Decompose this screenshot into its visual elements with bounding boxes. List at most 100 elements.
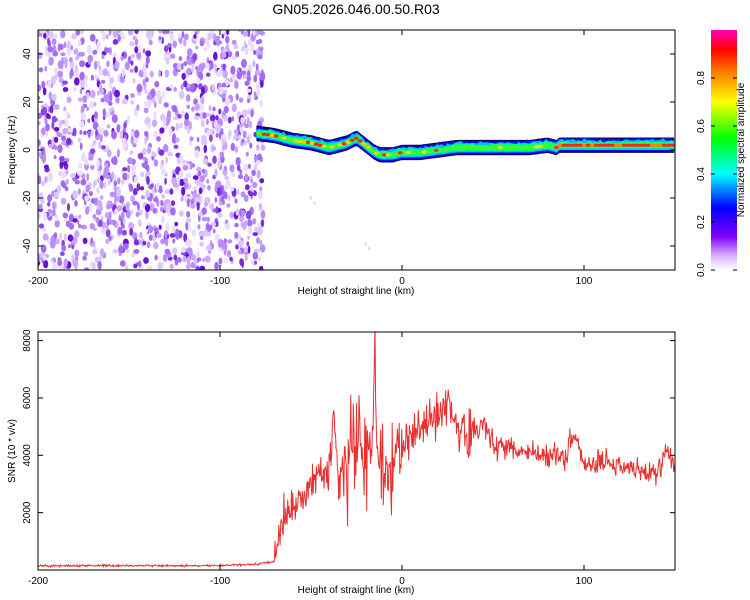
noise-speckle bbox=[214, 36, 219, 43]
noise-speckle bbox=[47, 208, 52, 215]
noise-speckle bbox=[53, 145, 59, 150]
noise-speckle bbox=[199, 265, 206, 270]
noise-speckle bbox=[247, 245, 251, 254]
signal-peak bbox=[421, 150, 427, 154]
noise-speckle bbox=[125, 203, 130, 212]
noise-speckle bbox=[192, 53, 198, 61]
noise-speckle bbox=[85, 158, 89, 166]
noise-speckle bbox=[243, 163, 249, 172]
noise-speckle bbox=[237, 174, 244, 180]
noise-speckle bbox=[60, 251, 65, 256]
noise-speckle bbox=[121, 229, 127, 236]
noise-speckle bbox=[189, 203, 196, 209]
noise-speckle bbox=[170, 207, 176, 216]
noise-speckle bbox=[252, 218, 257, 225]
noise-speckle bbox=[106, 124, 111, 129]
noise-speckle bbox=[106, 218, 110, 226]
noise-speckle bbox=[42, 233, 49, 241]
noise-speckle bbox=[112, 156, 118, 166]
noise-speckle bbox=[244, 173, 249, 181]
noise-speckle bbox=[160, 169, 167, 176]
noise-speckle bbox=[78, 162, 83, 169]
noise-speckle bbox=[60, 180, 66, 188]
snr-line bbox=[38, 332, 675, 569]
noise-region bbox=[34, 30, 371, 270]
noise-speckle bbox=[38, 151, 42, 158]
noise-speckle bbox=[94, 74, 99, 80]
noise-speckle bbox=[255, 160, 260, 166]
noise-speckle bbox=[214, 168, 218, 178]
noise-speckle bbox=[235, 208, 240, 216]
noise-speckle bbox=[224, 175, 229, 181]
noise-speckle bbox=[253, 91, 257, 99]
noise-speckle bbox=[107, 204, 113, 210]
noise-speckle bbox=[34, 49, 37, 54]
noise-speckle bbox=[153, 130, 158, 138]
noise-speckle bbox=[141, 162, 148, 168]
noise-speckle bbox=[38, 139, 41, 147]
noise-speckle bbox=[112, 39, 119, 45]
noise-speckle bbox=[43, 260, 49, 269]
x-tick-label: -100 bbox=[210, 276, 230, 287]
noise-speckle bbox=[229, 164, 235, 172]
noise-speckle bbox=[146, 99, 152, 109]
noise-speckle bbox=[43, 212, 48, 221]
noise-speckle bbox=[79, 71, 85, 81]
noise-speckle bbox=[188, 121, 193, 130]
noise-speckle bbox=[247, 163, 251, 169]
signal-peak bbox=[553, 145, 559, 150]
snr-panel: -200 -100 0 100 2000 4000 6000 8000 Height of s… bbox=[7, 329, 676, 596]
noise-speckle bbox=[41, 80, 46, 89]
noise-speckle bbox=[220, 51, 224, 60]
noise-speckle bbox=[179, 122, 183, 129]
noise-speckle bbox=[103, 129, 109, 137]
noise-speckle bbox=[75, 30, 81, 36]
noise-speckle bbox=[189, 193, 193, 200]
noise-speckle bbox=[233, 129, 239, 134]
noise-speckle bbox=[144, 136, 147, 145]
noise-speckle bbox=[226, 250, 232, 258]
noise-speckle bbox=[223, 114, 228, 122]
noise-speckle bbox=[54, 213, 58, 222]
noise-speckle bbox=[89, 90, 96, 99]
noise-speckle bbox=[127, 30, 134, 36]
noise-speckle bbox=[57, 259, 63, 267]
noise-speckle bbox=[248, 191, 254, 197]
y-tick-label: 40 bbox=[22, 48, 33, 60]
noise-speckle bbox=[99, 30, 105, 34]
noise-speckle bbox=[368, 246, 371, 251]
noise-speckle bbox=[90, 198, 96, 204]
noise-speckle bbox=[211, 146, 217, 151]
noise-speckle bbox=[163, 117, 167, 127]
noise-speckle bbox=[213, 63, 217, 73]
noise-speckle bbox=[309, 196, 313, 200]
noise-speckle bbox=[185, 172, 192, 179]
noise-speckle bbox=[255, 48, 261, 57]
noise-speckle bbox=[130, 93, 134, 98]
noise-speckle bbox=[157, 261, 162, 270]
noise-speckle bbox=[148, 234, 153, 241]
noise-speckle bbox=[162, 91, 165, 99]
noise-speckle bbox=[158, 185, 163, 194]
noise-speckle bbox=[101, 145, 106, 150]
noise-speckle bbox=[132, 78, 136, 84]
noise-speckle bbox=[144, 89, 148, 95]
noise-speckle bbox=[66, 137, 72, 145]
noise-speckle bbox=[227, 195, 231, 202]
noise-speckle bbox=[35, 150, 38, 158]
noise-speckle bbox=[87, 118, 90, 123]
noise-speckle bbox=[201, 168, 206, 174]
noise-speckle bbox=[213, 51, 218, 61]
noise-speckle bbox=[70, 68, 74, 78]
noise-speckle bbox=[105, 34, 109, 40]
noise-speckle bbox=[167, 152, 174, 157]
noise-speckle bbox=[83, 74, 89, 82]
noise-speckle bbox=[41, 106, 48, 116]
noise-speckle bbox=[53, 136, 59, 143]
noise-speckle bbox=[58, 77, 64, 83]
noise-speckle bbox=[82, 95, 88, 103]
noise-speckle bbox=[39, 30, 44, 34]
noise-speckle bbox=[223, 191, 228, 200]
noise-speckle bbox=[51, 121, 55, 130]
noise-speckle bbox=[244, 123, 250, 129]
